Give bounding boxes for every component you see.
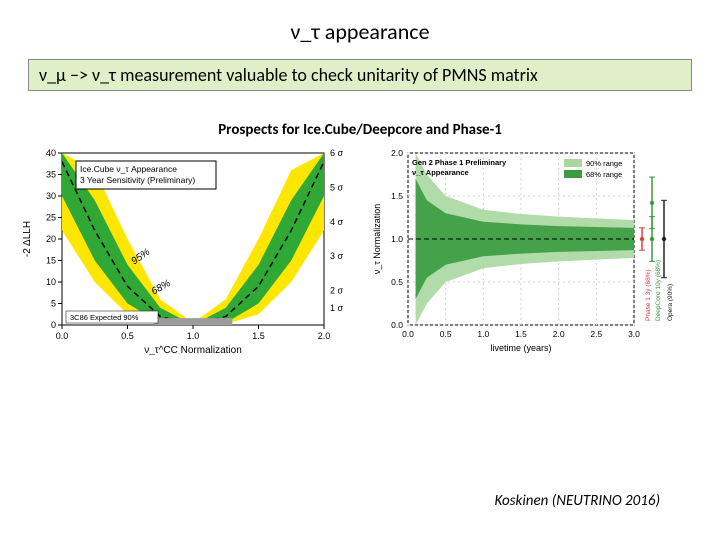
svg-text:Gen 2 Phase 1 Preliminary: Gen 2 Phase 1 Preliminary [412, 158, 507, 167]
svg-text:1 σ: 1 σ [330, 303, 344, 313]
svg-text:10: 10 [46, 277, 56, 287]
svg-text:3 σ: 3 σ [330, 251, 344, 261]
svg-text:0.5: 0.5 [391, 277, 403, 287]
svg-text:Ice.Cube ν_τ Appearance: Ice.Cube ν_τ Appearance [80, 164, 177, 174]
svg-text:2.5: 2.5 [590, 329, 602, 339]
svg-text:2 σ: 2 σ [330, 286, 344, 296]
svg-text:3C86 Expected 90%: 3C86 Expected 90% [70, 313, 139, 322]
svg-text:15: 15 [46, 256, 56, 266]
sensitivity-parabola-chart: 0 5 10 15 20 25 30 35 40 0.0 0.5 1.0 1.5 2.0 1 σ 2 σ 3 σ… [20, 145, 360, 360]
svg-text:1.0: 1.0 [477, 329, 489, 339]
svg-text:3 Year Sensitivity (Preliminar: 3 Year Sensitivity (Preliminary) [80, 175, 195, 185]
svg-text:3.0: 3.0 [628, 329, 640, 339]
svg-text:2.0: 2.0 [318, 331, 331, 341]
citation: Koskinen (NEUTRINO 2016) [494, 492, 660, 510]
svg-text:2.0: 2.0 [553, 329, 565, 339]
svg-text:DeepCore 10y (68%): DeepCore 10y (68%) [655, 260, 662, 321]
livetime-band-chart: 0.00.51.01.52.00.00.51.01.52.02.53.0live… [368, 145, 688, 360]
svg-text:ν_τ^CC Normalization: ν_τ^CC Normalization [144, 345, 242, 355]
charts-heading: Prospects for Ice.Cube/Deepcore and Phas… [0, 121, 720, 139]
svg-text:ν_τ Appearance: ν_τ Appearance [412, 168, 469, 177]
svg-text:35: 35 [46, 170, 56, 180]
svg-text:5: 5 [51, 299, 56, 309]
svg-text:68% range: 68% range [586, 170, 622, 179]
svg-text:40: 40 [46, 148, 56, 158]
svg-text:90% range: 90% range [586, 159, 622, 168]
svg-text:30: 30 [46, 191, 56, 201]
svg-text:livetime (years): livetime (years) [490, 343, 551, 353]
svg-text:1.0: 1.0 [391, 234, 403, 244]
svg-text:1.0: 1.0 [187, 331, 200, 341]
svg-text:0.0: 0.0 [56, 331, 69, 341]
svg-text:0.5: 0.5 [121, 331, 134, 341]
highlight-banner: ν_μ −> ν_τ measurement valuable to check… [28, 59, 692, 91]
svg-text:6 σ: 6 σ [330, 148, 344, 158]
svg-text:ν_τ Normalization: ν_τ Normalization [372, 204, 382, 275]
svg-text:1.5: 1.5 [252, 331, 265, 341]
svg-text:Opera (90%): Opera (90%) [667, 284, 674, 321]
svg-text:1.5: 1.5 [515, 329, 527, 339]
svg-text:0.5: 0.5 [440, 329, 452, 339]
svg-text:Phase 1 3y (68%): Phase 1 3y (68%) [645, 269, 652, 321]
svg-text:5 σ: 5 σ [330, 182, 344, 192]
svg-text:2.0: 2.0 [391, 148, 403, 158]
svg-text:4 σ: 4 σ [330, 217, 344, 227]
svg-text:20: 20 [46, 234, 56, 244]
svg-text:0.0: 0.0 [402, 329, 414, 339]
svg-text:0: 0 [51, 320, 56, 330]
svg-text:25: 25 [46, 213, 56, 223]
svg-text:1.5: 1.5 [391, 191, 403, 201]
slide-title: ν_τ appearance [0, 0, 720, 45]
svg-text:-2 ΔLLH: -2 ΔLLH [22, 221, 33, 257]
